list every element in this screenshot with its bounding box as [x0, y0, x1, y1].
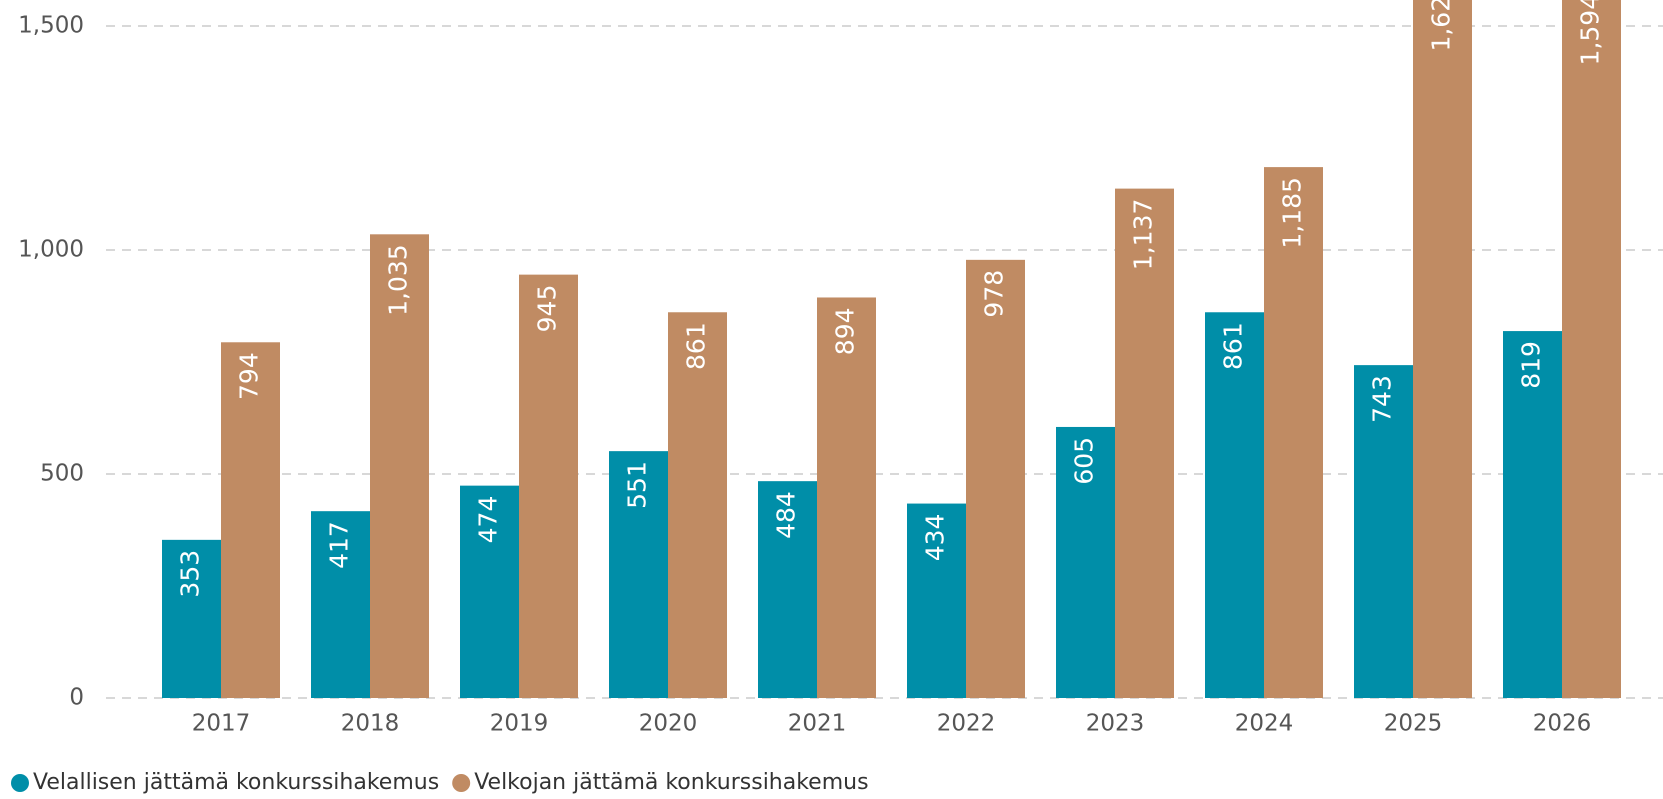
data-label: 819	[1517, 341, 1546, 389]
data-label: 605	[1070, 437, 1099, 485]
x-tick-label: 2020	[639, 711, 698, 737]
bar	[370, 234, 429, 698]
data-label: 743	[1368, 375, 1397, 423]
data-label: 794	[235, 352, 264, 400]
x-tick-label: 2023	[1086, 711, 1145, 737]
x-tick-label: 2024	[1235, 711, 1294, 737]
data-label: 484	[772, 491, 801, 539]
y-tick-label: 500	[40, 460, 84, 486]
data-label: 1,625	[1427, 0, 1456, 52]
bar	[668, 312, 727, 698]
data-label: 434	[921, 514, 950, 562]
bar	[609, 451, 668, 698]
y-tick-label: 1,000	[18, 236, 84, 262]
bar	[1354, 365, 1413, 698]
x-tick-label: 2026	[1533, 711, 1592, 737]
bar	[907, 503, 966, 698]
data-label: 1,137	[1129, 199, 1158, 271]
legend-label: Velkojan jättämä konkurssihakemus	[474, 770, 868, 795]
x-tick-label: 2017	[192, 711, 251, 737]
bar	[1562, 0, 1621, 698]
data-label: 1,035	[384, 244, 413, 316]
data-label: 1,594	[1576, 0, 1605, 65]
x-tick-label: 2018	[341, 711, 400, 737]
y-tick-label: 1,500	[18, 12, 84, 38]
legend-marker	[452, 774, 471, 792]
data-label: 1,185	[1278, 177, 1307, 249]
data-label: 861	[682, 322, 711, 370]
data-label: 551	[623, 461, 652, 509]
bar	[966, 259, 1025, 698]
bar	[1056, 426, 1115, 698]
bar	[758, 481, 817, 698]
x-tick-label: 2025	[1384, 711, 1443, 737]
bar	[1264, 167, 1323, 698]
bar	[162, 539, 221, 698]
data-label: 417	[325, 521, 354, 569]
data-label: 353	[176, 550, 205, 598]
data-label: 474	[474, 496, 503, 544]
data-label: 894	[831, 307, 860, 355]
x-tick-label: 2022	[937, 711, 996, 737]
bar	[1413, 0, 1472, 698]
data-label: 861	[1219, 322, 1248, 370]
bar	[221, 342, 280, 698]
y-tick-label: 0	[69, 685, 84, 711]
x-tick-label: 2019	[490, 711, 549, 737]
data-label: 978	[980, 270, 1009, 318]
bar	[817, 297, 876, 698]
bar	[1115, 188, 1174, 699]
bar	[1503, 331, 1562, 698]
bar	[519, 274, 578, 698]
bar	[311, 511, 370, 698]
bar	[460, 485, 519, 698]
data-label: 945	[533, 285, 562, 333]
x-tick-label: 2021	[788, 711, 847, 737]
legend-marker	[11, 774, 29, 792]
legend-label: Velallisen jättämä konkurssihakemus	[33, 770, 439, 795]
bar	[1205, 312, 1264, 698]
